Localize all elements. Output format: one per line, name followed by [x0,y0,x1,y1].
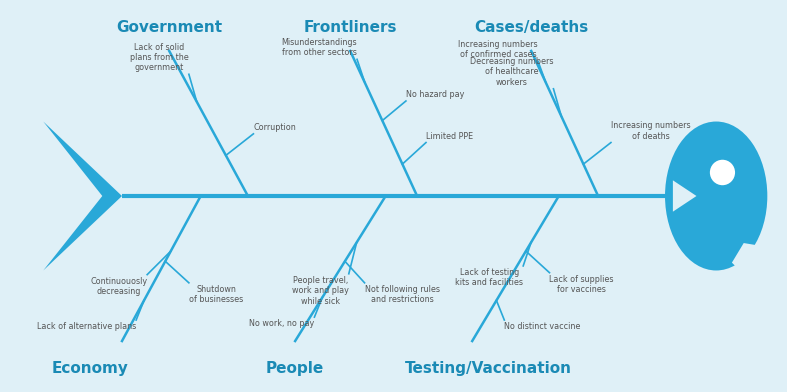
Text: Not following rules
and restrictions: Not following rules and restrictions [364,285,440,304]
Text: Lack of solid
plans from the
government: Lack of solid plans from the government [130,42,189,73]
Polygon shape [43,122,122,270]
Text: Limited PPE: Limited PPE [426,132,473,141]
Text: Corruption: Corruption [253,123,296,132]
Text: Shutdown
of businesses: Shutdown of businesses [189,285,243,304]
Text: No work, no pay: No work, no pay [249,319,315,328]
Text: No hazard pay: No hazard pay [406,90,464,99]
Ellipse shape [710,160,735,185]
Text: Increasing numbers
of confirmed cases: Increasing numbers of confirmed cases [459,40,538,59]
Text: Cases/deaths: Cases/deaths [474,20,589,34]
Text: Decreasing numbers
of healthcare
workers: Decreasing numbers of healthcare workers [470,57,553,87]
Text: Lack of testing
kits and facilities: Lack of testing kits and facilities [455,268,523,287]
Text: Economy: Economy [52,361,129,376]
Ellipse shape [665,122,767,270]
Text: People travel,
work and play
while sick: People travel, work and play while sick [292,276,349,305]
Text: Testing/Vaccination: Testing/Vaccination [405,361,571,376]
Text: Increasing numbers
of deaths: Increasing numbers of deaths [611,121,690,141]
Text: No distinct vaccine: No distinct vaccine [504,322,581,331]
Polygon shape [673,180,696,212]
Text: Continuouosly
decreasing: Continuouosly decreasing [90,277,147,296]
Text: Misunderstandings
from other sectors: Misunderstandings from other sectors [282,38,357,57]
Text: Government: Government [116,20,222,34]
Text: People: People [266,361,324,376]
Text: Lack of alternative plans: Lack of alternative plans [37,322,136,331]
Polygon shape [732,243,767,278]
Text: Frontliners: Frontliners [304,20,397,34]
Text: Lack of supplies
for vaccines: Lack of supplies for vaccines [549,275,614,294]
